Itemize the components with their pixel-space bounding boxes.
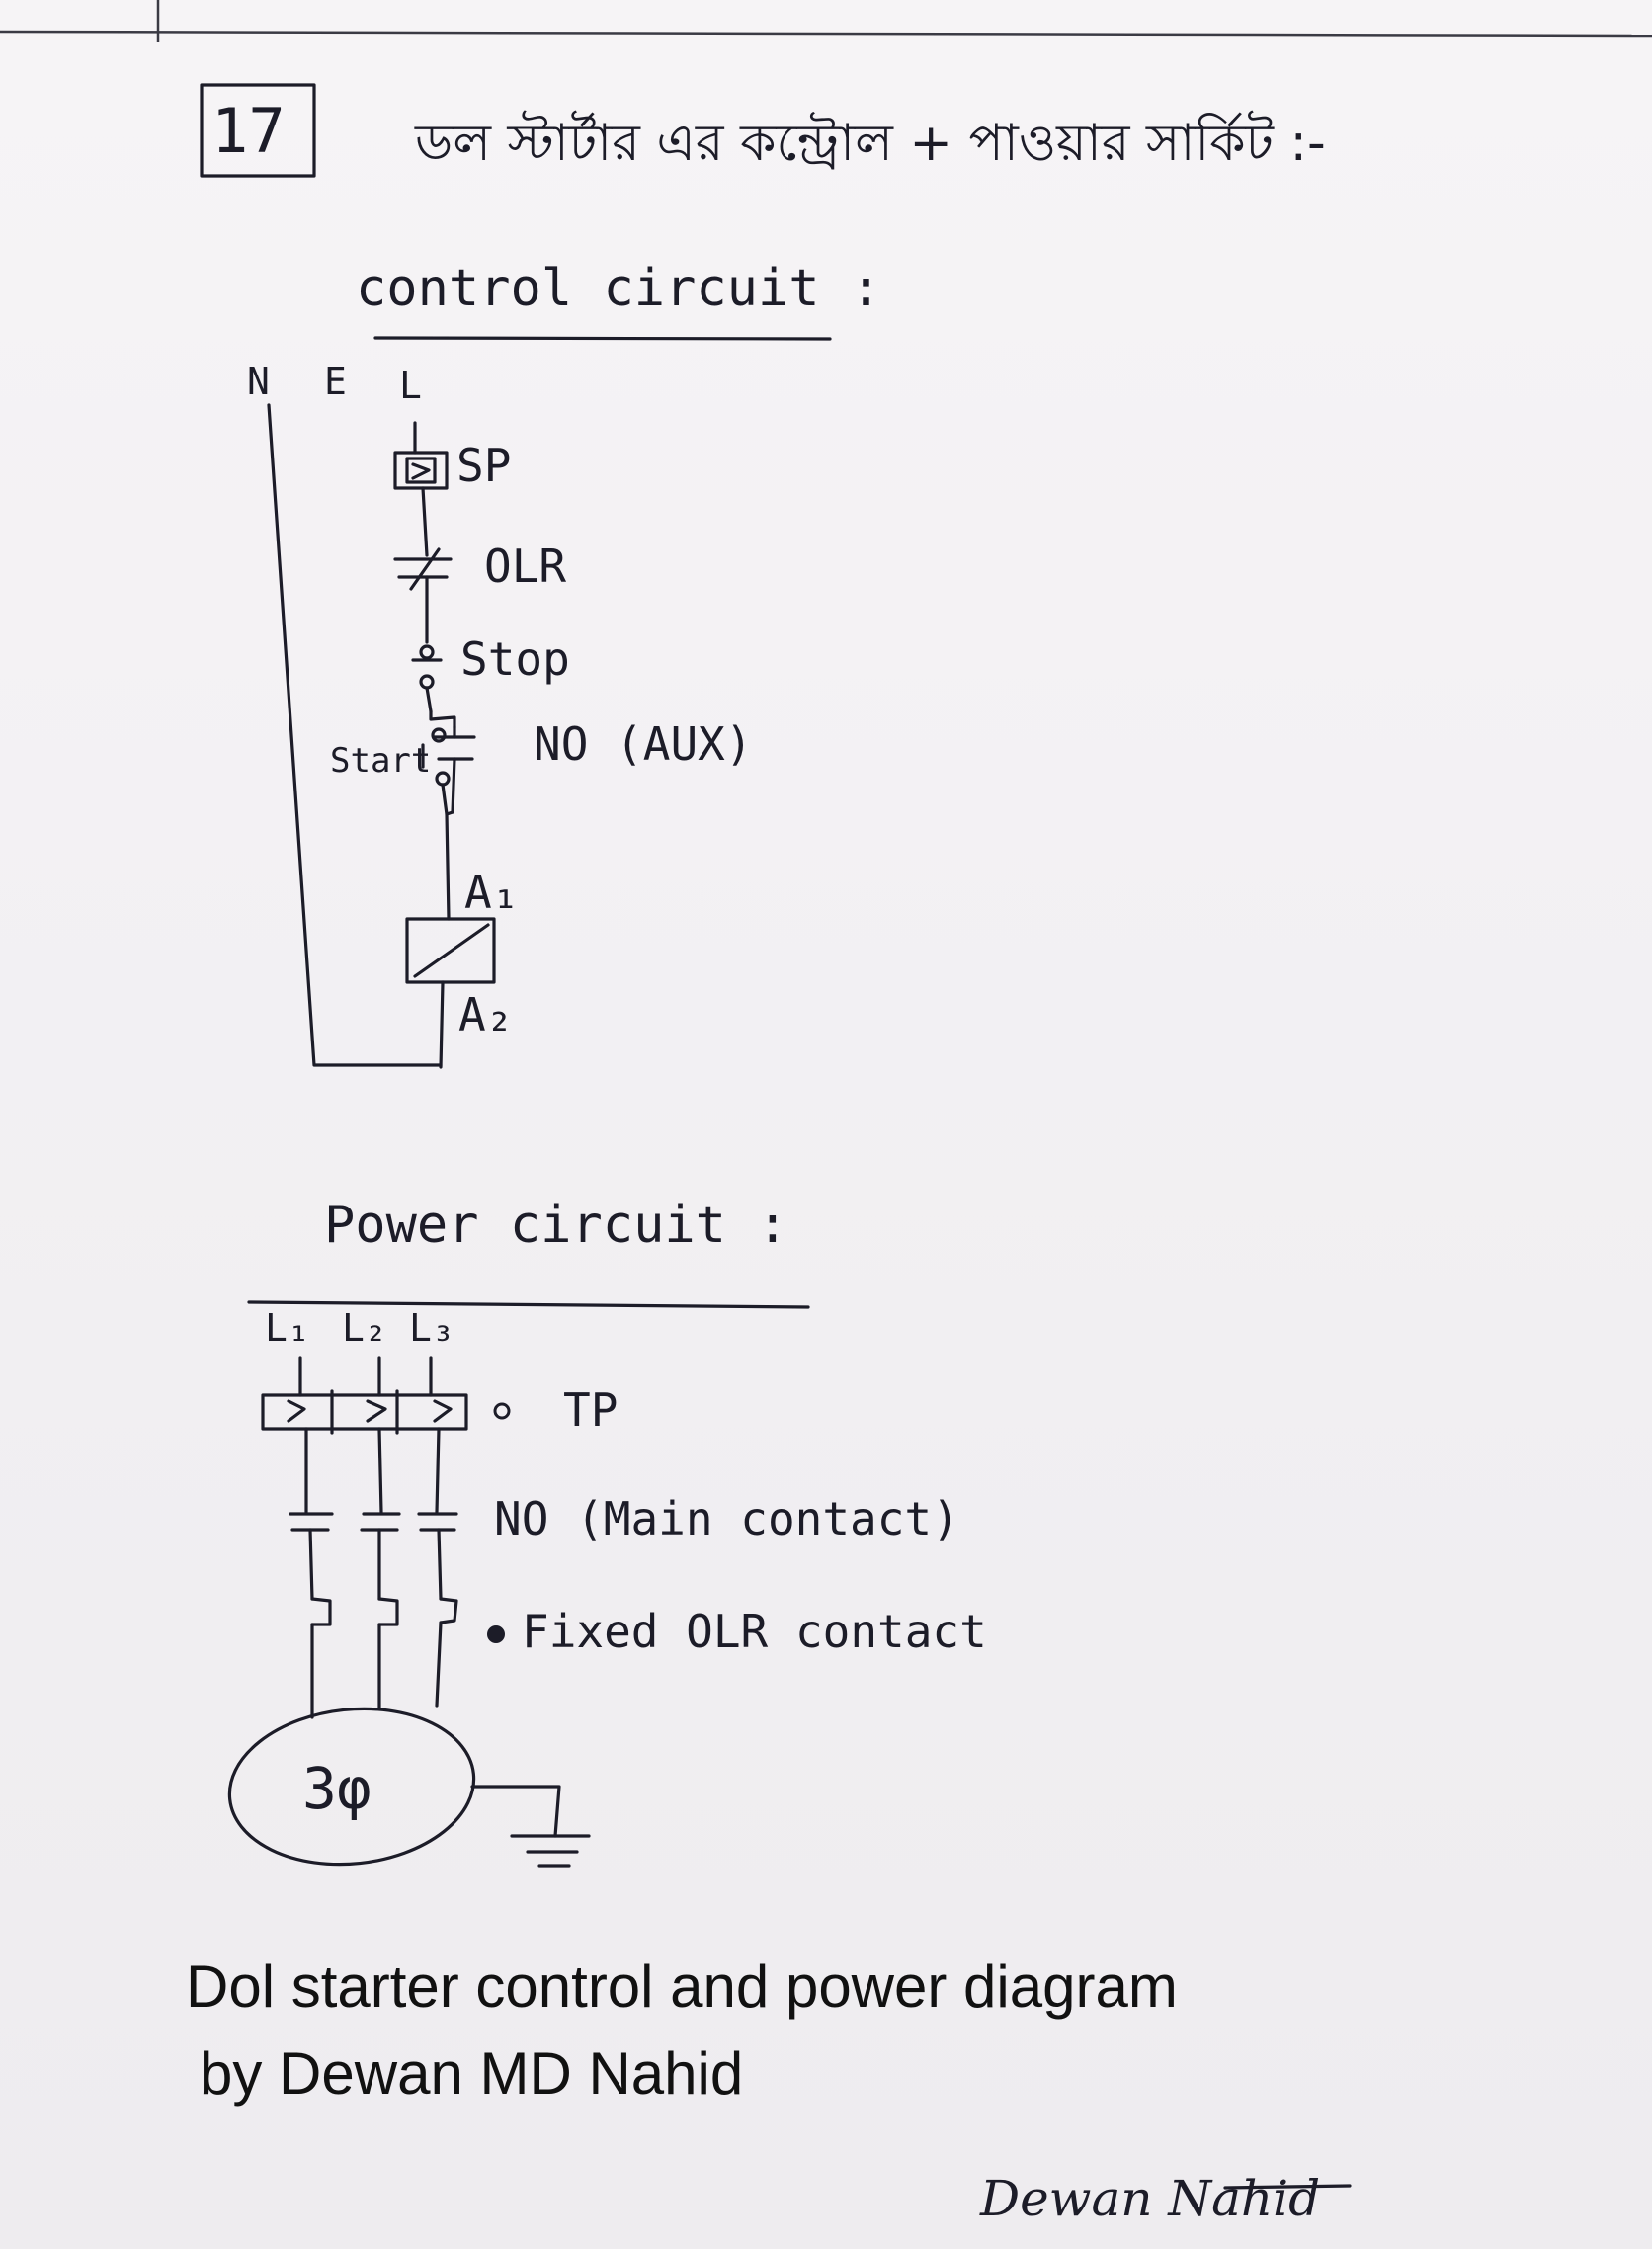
section-number: 17 — [211, 95, 286, 167]
label-a1: A₁ — [464, 866, 520, 919]
label-n: N — [247, 360, 270, 403]
contactor-coil-symbol — [405, 917, 496, 984]
fixed-olr-bullet — [487, 1625, 505, 1643]
phase-lines — [298, 1356, 441, 1514]
label-l3: L₃ — [409, 1306, 454, 1350]
power-circuit — [227, 1356, 591, 1868]
signature: Dewan Nahid — [980, 2170, 1321, 2227]
tp-breaker-symbol — [261, 1389, 468, 1435]
control-title-underline — [373, 336, 832, 341]
no-aux-contact-symbol — [433, 725, 476, 814]
bangla-title: ডল স্টার্টার এর কন্ট্রোল + পাওয়ার সার্ক… — [415, 114, 1326, 173]
label-tp: TP — [563, 1383, 619, 1437]
power-title-underline — [247, 1300, 810, 1309]
label-stop: Stop — [460, 632, 570, 686]
caption-line-1: Dol starter control and power diagram — [186, 1954, 1178, 2020]
label-start: Start — [330, 741, 432, 781]
label-l: L — [399, 364, 422, 407]
power-circuit-title: Power circuit : — [324, 1196, 788, 1255]
start-button-symbol — [421, 727, 451, 787]
top-rule-line — [0, 30, 1652, 38]
olr-thermal-symbol — [310, 1597, 458, 1626]
label-sp: SP — [456, 439, 512, 492]
label-no-main-contact: NO (Main contact) — [494, 1492, 959, 1545]
caption-line-2: by Dewan MD Nahid — [200, 2041, 744, 2107]
label-l1: L₁ — [265, 1306, 310, 1350]
main-contacts-symbol — [289, 1512, 458, 1532]
label-no-aux: NO (AUX) — [534, 717, 753, 771]
label-fixed-olr-contact: Fixed OLR contact — [522, 1605, 987, 1658]
stop-button-symbol — [411, 644, 443, 690]
control-circuit-title: control circuit : — [356, 259, 882, 318]
label-olr: OLR — [484, 540, 567, 593]
control-circuit — [267, 403, 496, 1069]
number-box — [200, 83, 316, 178]
olr-contact-symbol — [393, 547, 453, 591]
neutral-wire — [267, 403, 443, 1067]
earth-symbol — [470, 1785, 591, 1868]
label-a2: A₂ — [458, 988, 514, 1041]
label-e: E — [324, 360, 347, 403]
motor-label: 3φ — [302, 1755, 372, 1822]
label-l2: L₂ — [342, 1306, 387, 1350]
sp-symbol — [393, 451, 449, 490]
motor-symbol — [227, 1707, 476, 1867]
tp-bullet — [493, 1402, 511, 1420]
